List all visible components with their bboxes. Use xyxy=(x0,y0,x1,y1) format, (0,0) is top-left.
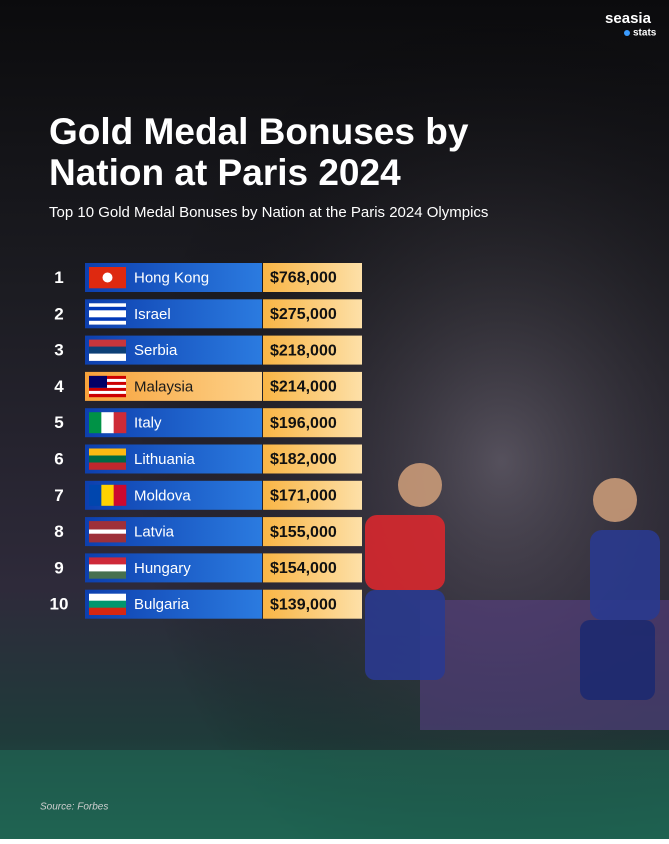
flag-stripe xyxy=(113,412,127,434)
flag-stripe xyxy=(89,310,126,315)
flag-stripe xyxy=(113,484,127,506)
flag-stripe xyxy=(89,529,126,534)
country-name: Serbia xyxy=(134,342,178,359)
brand-name: seasia xyxy=(605,10,652,27)
rank: 3 xyxy=(54,341,63,360)
value-cell xyxy=(263,480,362,510)
flag-stripe xyxy=(89,448,126,456)
flag-stripe xyxy=(89,607,126,615)
ranking-table: 1 Hong Kong $768,000 2 Israel $275,000 3 Serbia… xyxy=(50,263,362,619)
flag-stripe xyxy=(89,593,126,601)
flag-stripe xyxy=(89,375,126,380)
country-name: Bulgaria xyxy=(134,596,190,613)
country-name: Malaysia xyxy=(134,378,194,395)
players xyxy=(365,463,660,700)
title-line: Nation at Paris 2024 xyxy=(49,152,401,193)
value-cell xyxy=(263,299,362,329)
country-name: Israel xyxy=(134,306,171,323)
bonus-value: $182,000 xyxy=(270,451,337,468)
flag xyxy=(89,484,127,506)
value-cell xyxy=(263,263,362,292)
title-line: Gold Medal Bonuses by xyxy=(49,111,469,152)
bonus-value: $171,000 xyxy=(270,488,337,505)
flag xyxy=(89,339,126,361)
country-name: Italy xyxy=(134,415,162,432)
flag-stripe xyxy=(89,600,126,608)
value-cell xyxy=(263,335,362,365)
flag-stripe xyxy=(89,313,126,318)
flag-stripe xyxy=(89,346,126,354)
country-name: Latvia xyxy=(134,524,175,541)
country-name: Hong Kong xyxy=(134,269,209,286)
bonus-value: $218,000 xyxy=(270,342,337,359)
flag xyxy=(89,267,126,289)
flag-stripe xyxy=(89,455,126,463)
bonus-value: $214,000 xyxy=(270,379,337,396)
flag-stripe xyxy=(89,484,102,506)
flag-stripe xyxy=(89,571,126,579)
rank: 8 xyxy=(54,522,63,541)
flag-stripe xyxy=(89,353,126,361)
flag-canton xyxy=(89,375,107,388)
flag-stripe xyxy=(89,462,126,470)
flag-stripe xyxy=(89,537,126,543)
country-name: Moldova xyxy=(134,487,191,504)
value-cell xyxy=(263,444,362,474)
subtitle: Top 10 Gold Medal Bonuses by Nation at t… xyxy=(49,204,488,221)
flag-stripe xyxy=(89,557,126,565)
country-name: Lithuania xyxy=(134,451,196,468)
flag-stripe xyxy=(89,387,126,392)
flag-stripe xyxy=(89,393,126,398)
flag-stripe xyxy=(89,339,126,347)
bonus-value: $275,000 xyxy=(270,306,337,323)
rank: 7 xyxy=(54,486,63,505)
bonus-value: $768,000 xyxy=(270,270,337,287)
rank: 2 xyxy=(54,304,63,323)
flag xyxy=(89,303,126,325)
country-name: Hungary xyxy=(134,560,191,577)
flag-stripe xyxy=(89,525,126,530)
bonus-value: $155,000 xyxy=(270,524,337,541)
rank: 10 xyxy=(50,595,69,614)
flag xyxy=(89,448,126,470)
value-cell xyxy=(263,408,362,438)
flag-emblem xyxy=(102,272,113,283)
rank: 9 xyxy=(54,558,63,577)
flag-stripe xyxy=(89,412,102,434)
flag-stripe xyxy=(89,320,126,325)
flag-stripe xyxy=(101,412,114,434)
court-floor xyxy=(0,750,669,839)
value-cell xyxy=(263,553,362,583)
rank: 6 xyxy=(54,449,63,468)
brand-dot xyxy=(624,30,630,36)
flag-stripe xyxy=(89,521,126,526)
rank: 1 xyxy=(54,268,63,287)
value-cell xyxy=(263,517,362,547)
flag-stripe xyxy=(89,533,126,539)
source: Source: Forbes xyxy=(40,802,108,813)
bonus-value: $196,000 xyxy=(270,415,337,432)
flag-stripe xyxy=(89,384,126,389)
bonus-value: $139,000 xyxy=(270,596,337,613)
rank: 5 xyxy=(54,413,63,432)
flag-stripe xyxy=(89,390,126,395)
flag-stripe xyxy=(89,303,126,308)
rank: 4 xyxy=(54,377,64,396)
flag xyxy=(89,557,126,579)
flag xyxy=(89,521,126,543)
flag xyxy=(89,412,127,434)
flag-stripe xyxy=(89,564,126,572)
brand-sub: stats xyxy=(633,28,657,39)
flag xyxy=(89,593,126,615)
flag xyxy=(89,375,126,398)
flag-stripe xyxy=(89,381,126,386)
bonus-value: $154,000 xyxy=(270,560,337,577)
value-cell xyxy=(263,371,362,401)
value-cell xyxy=(263,589,362,619)
flag-stripe xyxy=(89,306,126,311)
flag-stripe xyxy=(101,484,114,506)
flag-stripe xyxy=(89,317,126,322)
flag-stripe xyxy=(89,378,126,383)
